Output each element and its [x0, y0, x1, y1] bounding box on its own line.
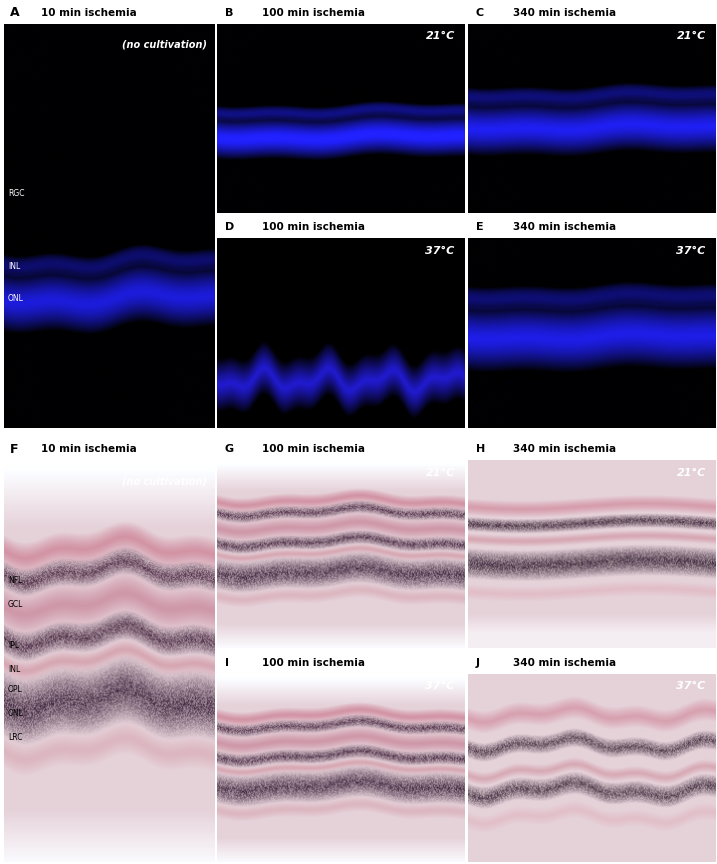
- Text: ONL: ONL: [8, 294, 24, 303]
- Text: 100 min ischemia: 100 min ischemia: [262, 658, 365, 668]
- Text: 37°C: 37°C: [425, 682, 455, 691]
- Text: ONL: ONL: [8, 709, 24, 718]
- Text: J: J: [475, 658, 480, 668]
- Text: 37°C: 37°C: [676, 246, 706, 256]
- Text: 100 min ischemia: 100 min ischemia: [262, 444, 365, 454]
- Text: RGC: RGC: [8, 189, 24, 198]
- Text: 340 min ischemia: 340 min ischemia: [513, 222, 616, 232]
- Text: 100 min ischemia: 100 min ischemia: [262, 8, 365, 18]
- Text: (no cultivation): (no cultivation): [123, 476, 207, 486]
- Text: A: A: [10, 6, 19, 19]
- Text: C: C: [475, 8, 484, 18]
- Text: 21°C: 21°C: [425, 467, 455, 478]
- Text: H: H: [475, 444, 485, 454]
- Text: IPL: IPL: [8, 640, 19, 650]
- Text: GCL: GCL: [8, 600, 23, 609]
- Text: INL: INL: [8, 262, 20, 270]
- Text: G: G: [224, 444, 234, 454]
- Text: I: I: [224, 658, 229, 668]
- Text: 21°C: 21°C: [676, 31, 706, 41]
- Text: 340 min ischemia: 340 min ischemia: [513, 444, 616, 454]
- Text: 37°C: 37°C: [676, 682, 706, 691]
- Text: B: B: [224, 8, 233, 18]
- Text: 100 min ischemia: 100 min ischemia: [262, 222, 365, 232]
- Text: (no cultivation): (no cultivation): [123, 40, 207, 50]
- Text: INL: INL: [8, 664, 20, 674]
- Text: OPL: OPL: [8, 685, 22, 694]
- Text: 37°C: 37°C: [425, 246, 455, 256]
- Text: NFL: NFL: [8, 576, 22, 585]
- Text: F: F: [10, 442, 19, 455]
- Text: 10 min ischemia: 10 min ischemia: [42, 444, 137, 454]
- Text: 21°C: 21°C: [676, 467, 706, 478]
- Text: 10 min ischemia: 10 min ischemia: [42, 8, 137, 18]
- Text: D: D: [224, 222, 234, 232]
- Text: 340 min ischemia: 340 min ischemia: [513, 658, 616, 668]
- Text: 340 min ischemia: 340 min ischemia: [513, 8, 616, 18]
- Text: 21°C: 21°C: [425, 31, 455, 41]
- Text: E: E: [475, 222, 483, 232]
- Text: LRC: LRC: [8, 733, 22, 742]
